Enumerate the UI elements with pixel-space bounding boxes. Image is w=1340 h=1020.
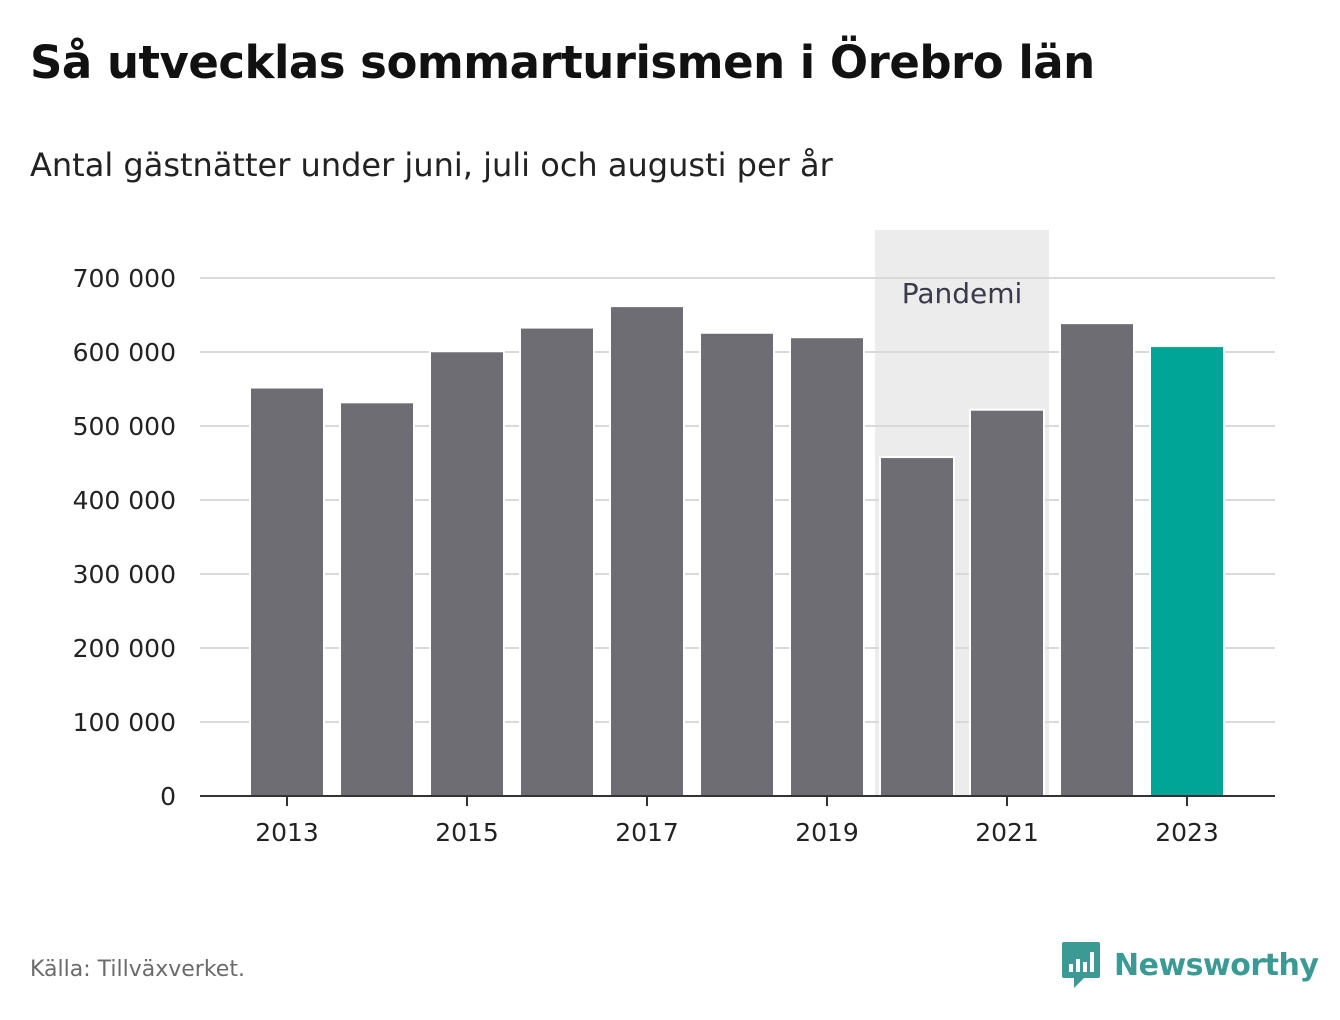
x-tick-label: 2015 xyxy=(435,818,499,847)
chart-title: Så utvecklas sommarturismen i Örebro län xyxy=(30,36,1095,89)
x-tick-label: 2023 xyxy=(1155,818,1219,847)
bar-2016 xyxy=(519,326,595,797)
bar-2022 xyxy=(1059,322,1135,797)
y-tick-label: 0 xyxy=(160,782,176,811)
y-tick-label: 300 000 xyxy=(73,560,176,589)
bar-2019 xyxy=(789,336,865,797)
source-note: Källa: Tillväxverket. xyxy=(30,957,245,982)
y-tick-label: 100 000 xyxy=(73,708,176,737)
x-tick-label: 2017 xyxy=(615,818,679,847)
bar-2017 xyxy=(609,305,685,797)
bar-2013 xyxy=(249,386,325,797)
bar-2015 xyxy=(429,350,505,797)
x-tick-label: 2019 xyxy=(795,818,859,847)
pandemic-band-label: Pandemi xyxy=(902,277,1023,310)
y-tick-label: 600 000 xyxy=(73,338,176,367)
bar-2023 xyxy=(1149,345,1225,797)
y-tick-label: 700 000 xyxy=(73,264,176,293)
brand-logo[interactable]: Newsworthy xyxy=(1060,940,1319,990)
bar-2018 xyxy=(699,331,775,797)
newsworthy-logo-icon xyxy=(1062,942,1100,988)
bar-2020 xyxy=(879,456,955,797)
bar-2014 xyxy=(339,401,415,797)
brand-name: Newsworthy xyxy=(1114,947,1319,983)
chart-subtitle: Antal gästnätter under juni, juli och au… xyxy=(30,146,833,184)
y-tick-label: 400 000 xyxy=(73,486,176,515)
bar-2021 xyxy=(969,408,1045,797)
y-tick-label: 500 000 xyxy=(73,412,176,441)
x-tick-label: 2013 xyxy=(255,818,319,847)
x-tick-label: 2021 xyxy=(975,818,1039,847)
y-tick-label: 200 000 xyxy=(73,634,176,663)
